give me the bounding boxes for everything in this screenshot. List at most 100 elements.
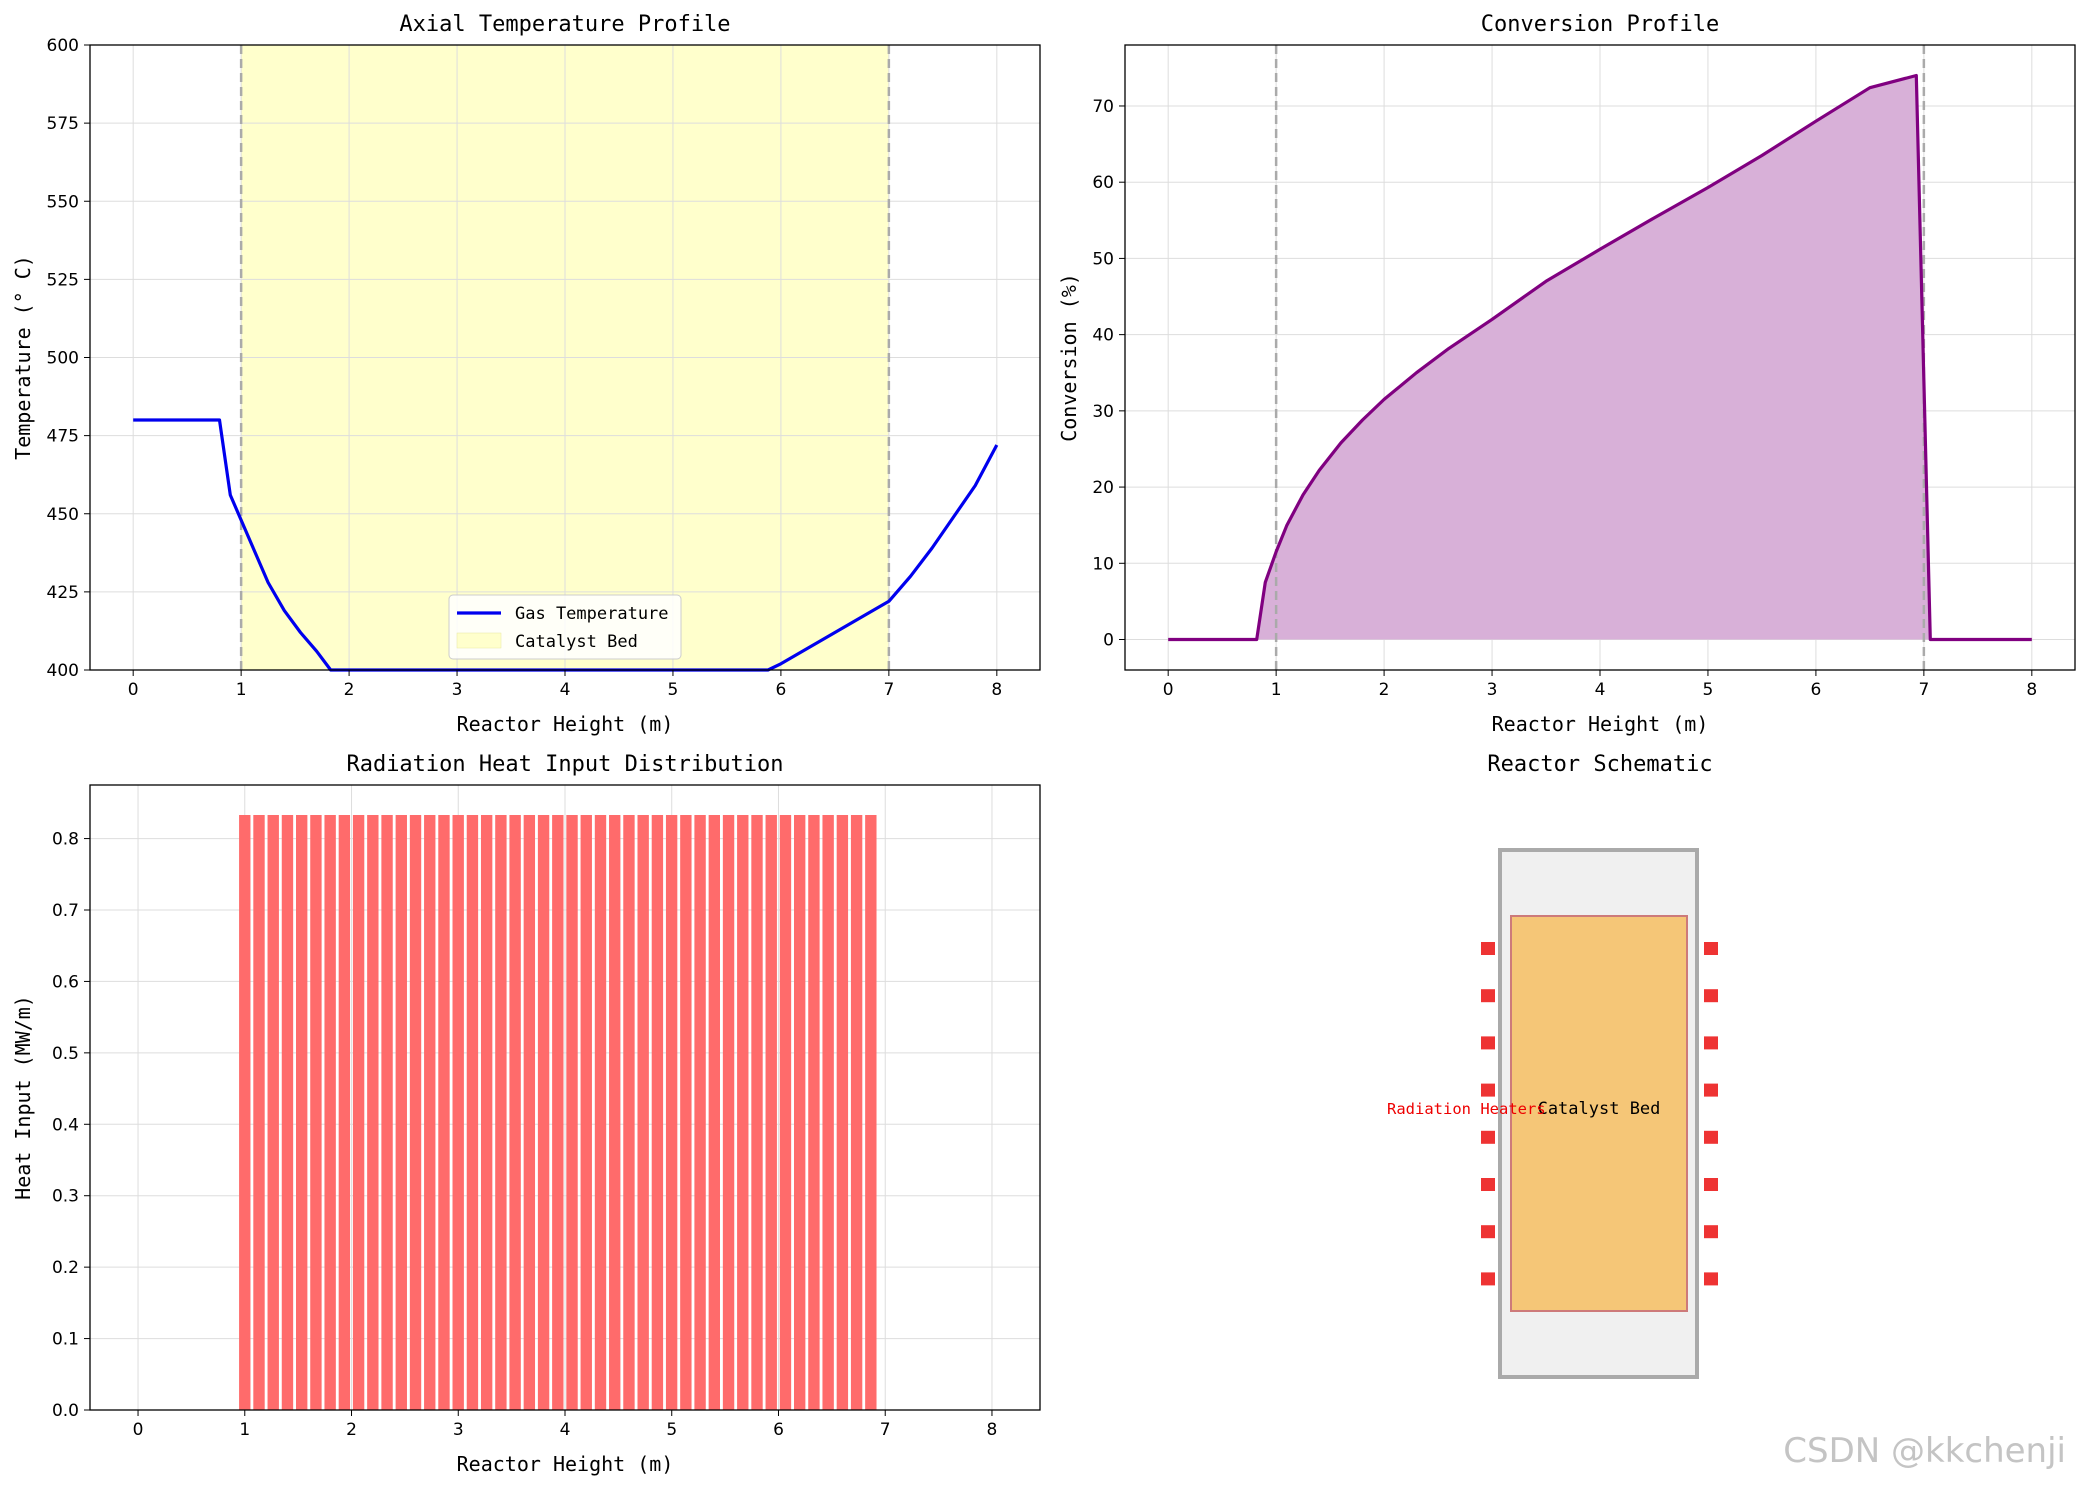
heat-input-x-tick-label: 3 — [453, 1420, 464, 1440]
conversion-chart-title: Conversion Profile — [1481, 12, 1719, 37]
heat-input-chart: 0 1 2 3 4 5 6 7 8 0.0 0.1 0.2 0.3 0.4 0.5 0.6 0.7 0.8 Ra… — [11, 752, 1041, 1476]
heat-input-bar — [480, 815, 493, 1410]
heat-input-bar — [552, 815, 564, 1410]
heat-input-bar — [239, 815, 251, 1410]
legend-box — [448, 594, 682, 660]
conversion-line — [1168, 73, 2032, 642]
heat-input-bar — [381, 815, 393, 1410]
heat-input-bar — [253, 815, 265, 1410]
temperature-x-tick-label: 2 — [344, 680, 355, 700]
conversion-chart: 0 1 2 3 4 5 6 7 8 0 10 20 30 40 50 60 70 Conversion Pro… — [1057, 12, 2076, 736]
heat-input-bar — [509, 815, 521, 1410]
heat-input-bar — [751, 815, 763, 1410]
conversion-y-tick-label: 60 — [1092, 173, 1114, 193]
temperature-y-tick-label: 450 — [47, 505, 79, 525]
legend-catalyst-bed-swatch — [456, 632, 502, 649]
conversion-y-tick-label: 10 — [1092, 554, 1114, 574]
heat-input-x-tick-label: 8 — [987, 1420, 998, 1440]
heat-input-bar — [737, 815, 749, 1410]
heat-input-bar — [722, 815, 735, 1410]
heat-input-bar — [324, 815, 336, 1410]
conversion-y-tick-label: 0 — [1103, 631, 1114, 651]
heat-input-bar — [609, 815, 621, 1410]
heat-input-bar — [523, 815, 536, 1410]
heat-input-bar — [623, 815, 635, 1410]
radiation-heater-left — [1481, 989, 1495, 1003]
radiation-heater-right — [1704, 1178, 1718, 1191]
heat-input-bar — [808, 815, 820, 1410]
radiation-heater-right — [1704, 1272, 1718, 1286]
heat-input-y-tick-label: 0.1 — [52, 1330, 79, 1350]
temperature-y-tick-label: 550 — [47, 192, 79, 212]
temperature-y-tick-label: 500 — [47, 349, 79, 369]
conversion-x-tick-label: 6 — [1810, 680, 1821, 700]
heat-input-y-tick-label: 0.6 — [52, 972, 79, 992]
heat-input-bar — [836, 815, 849, 1410]
heat-input-bar — [580, 815, 592, 1410]
temperature-chart: 0 1 2 3 4 5 6 7 8 400 425 450 475 500 525 550 575 600 Ax… — [11, 12, 1041, 736]
radiation-heater-left — [1481, 1272, 1495, 1286]
radiation-heater-left — [1481, 1178, 1495, 1191]
radiation-heater-right — [1704, 1130, 1718, 1144]
radiation-heater-left — [1481, 942, 1495, 955]
radiation-heater-right — [1704, 942, 1718, 955]
conversion-y-tick-label: 70 — [1092, 97, 1114, 117]
radiation-heaters-label: Radiation Heaters — [1387, 1100, 1546, 1118]
radiation-heater-left — [1481, 1083, 1495, 1097]
conversion-x-tick-label: 2 — [1379, 680, 1390, 700]
radiation-heater-left — [1481, 1130, 1495, 1144]
temperature-y-tick-label: 475 — [47, 427, 79, 447]
heat-input-bar — [409, 815, 422, 1410]
legend-gas-temperature-label: Gas Temperature — [515, 604, 669, 624]
catalyst-bed-label: Catalyst Bed — [1538, 1099, 1661, 1119]
heat-input-bar — [338, 815, 351, 1410]
heat-input-bar — [850, 815, 863, 1410]
heat-input-x-tick-label: 4 — [560, 1420, 571, 1440]
watermark-text: CSDN @kkchenji — [1783, 1431, 2066, 1471]
heat-input-bar — [566, 815, 578, 1410]
conversion-x-axis-label: Reactor Height (m) — [1492, 712, 1709, 736]
heat-input-bar — [281, 815, 294, 1410]
temperature-y-tick-label: 525 — [47, 270, 79, 290]
heat-input-y-tick-label: 0.0 — [52, 1401, 79, 1421]
conversion-y-axis-label: Conversion (%) — [1057, 273, 1081, 442]
temperature-x-tick-label: 6 — [775, 680, 786, 700]
heat-input-x-tick-label: 1 — [239, 1420, 250, 1440]
heat-input-bar — [665, 815, 678, 1410]
temperature-x-tick-label: 3 — [452, 680, 463, 700]
heat-input-bar — [466, 815, 479, 1410]
temperature-x-tick-label: 0 — [128, 680, 139, 700]
radiation-heater-left — [1481, 1225, 1495, 1239]
temperature-x-tick-label: 1 — [236, 680, 247, 700]
radiation-heater-right — [1704, 1036, 1718, 1050]
heat-input-y-axis-label: Heat Input (MW/m) — [11, 995, 35, 1200]
conversion-x-tick-label: 7 — [1918, 680, 1929, 700]
temperature-x-tick-label: 7 — [883, 680, 894, 700]
conversion-y-tick-label: 20 — [1092, 478, 1114, 498]
radiation-heater-left — [1481, 1036, 1495, 1050]
heat-input-bar — [865, 815, 877, 1410]
temperature-legend: Gas Temperature Catalyst Bed — [448, 594, 682, 660]
heat-input-bar — [367, 815, 379, 1410]
conversion-y-tick-label: 40 — [1092, 326, 1114, 346]
heat-input-bar — [594, 815, 607, 1410]
heat-input-bar — [779, 815, 792, 1410]
temperature-x-tick-label: 8 — [991, 680, 1002, 700]
temperature-y-tick-label: 575 — [47, 114, 79, 134]
heat-input-x-tick-label: 0 — [133, 1420, 144, 1440]
heat-input-bar — [495, 815, 507, 1410]
conversion-x-tick-label: 4 — [1595, 680, 1606, 700]
radiation-heater-right — [1704, 1225, 1718, 1239]
conversion-y-tick-label: 30 — [1092, 402, 1114, 422]
reactor-schematic: Reactor Schematic Catalyst Bed Radiation… — [1387, 752, 1718, 1379]
temperature-x-tick-label: 5 — [668, 680, 679, 700]
heat-input-bar — [296, 815, 308, 1410]
heat-input-x-tick-label: 7 — [880, 1420, 891, 1440]
conversion-y-tick-label: 50 — [1092, 249, 1114, 269]
heat-input-bar — [822, 815, 834, 1410]
schematic-title: Reactor Schematic — [1487, 752, 1712, 777]
heat-input-y-tick-label: 0.7 — [52, 901, 79, 921]
heat-input-x-tick-label: 2 — [346, 1420, 357, 1440]
legend-catalyst-bed-label: Catalyst Bed — [515, 632, 638, 652]
catalyst-bed — [1510, 915, 1688, 1312]
